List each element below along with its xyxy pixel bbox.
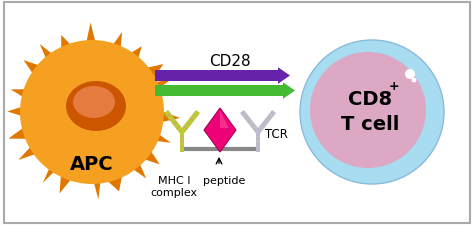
Circle shape [300, 40, 444, 184]
Text: T cell: T cell [341, 115, 399, 135]
Polygon shape [122, 46, 142, 68]
Polygon shape [180, 136, 184, 137]
Polygon shape [91, 171, 102, 199]
Polygon shape [190, 117, 194, 121]
Polygon shape [154, 109, 180, 124]
Polygon shape [180, 132, 184, 152]
Polygon shape [256, 136, 260, 137]
Polygon shape [263, 122, 267, 125]
Ellipse shape [73, 86, 115, 118]
Polygon shape [269, 113, 273, 117]
Polygon shape [183, 126, 188, 129]
Polygon shape [84, 22, 98, 51]
Polygon shape [246, 117, 250, 121]
Polygon shape [256, 141, 260, 142]
Text: MHC I
complex: MHC I complex [150, 176, 198, 198]
Polygon shape [147, 129, 171, 143]
Polygon shape [240, 110, 260, 134]
Polygon shape [130, 160, 146, 178]
Polygon shape [176, 126, 181, 129]
Polygon shape [18, 141, 43, 160]
Text: APC: APC [70, 155, 114, 173]
Polygon shape [9, 123, 35, 139]
Text: CD28: CD28 [209, 54, 251, 68]
Polygon shape [204, 108, 236, 152]
Polygon shape [164, 110, 184, 134]
Polygon shape [24, 60, 47, 81]
Polygon shape [141, 64, 164, 83]
Polygon shape [170, 117, 174, 121]
Polygon shape [243, 113, 247, 117]
Polygon shape [256, 110, 276, 134]
Polygon shape [180, 110, 200, 134]
Polygon shape [40, 44, 60, 68]
Polygon shape [10, 89, 32, 100]
Circle shape [405, 69, 415, 79]
Polygon shape [7, 105, 27, 118]
Polygon shape [256, 146, 260, 147]
FancyArrow shape [155, 67, 290, 84]
Ellipse shape [66, 81, 126, 131]
Polygon shape [180, 146, 184, 147]
Polygon shape [249, 122, 254, 125]
Text: +: + [389, 79, 399, 92]
Circle shape [411, 77, 417, 83]
Polygon shape [180, 141, 184, 142]
Polygon shape [266, 117, 270, 121]
Polygon shape [256, 132, 260, 152]
Circle shape [161, 2, 167, 8]
Polygon shape [193, 113, 197, 117]
Polygon shape [173, 122, 177, 125]
FancyArrow shape [155, 82, 295, 99]
Text: TCR: TCR [264, 128, 287, 140]
Polygon shape [187, 122, 191, 125]
Text: CD8: CD8 [348, 90, 392, 108]
Polygon shape [259, 126, 264, 129]
Text: peptide: peptide [203, 176, 245, 186]
Polygon shape [60, 168, 75, 194]
Polygon shape [149, 79, 172, 92]
Polygon shape [140, 147, 160, 164]
Circle shape [310, 52, 426, 168]
Polygon shape [111, 32, 122, 50]
Polygon shape [220, 110, 229, 128]
Circle shape [20, 40, 164, 184]
Polygon shape [61, 35, 76, 56]
Polygon shape [105, 173, 123, 191]
Polygon shape [167, 113, 171, 117]
Polygon shape [252, 126, 256, 129]
Polygon shape [43, 161, 60, 183]
